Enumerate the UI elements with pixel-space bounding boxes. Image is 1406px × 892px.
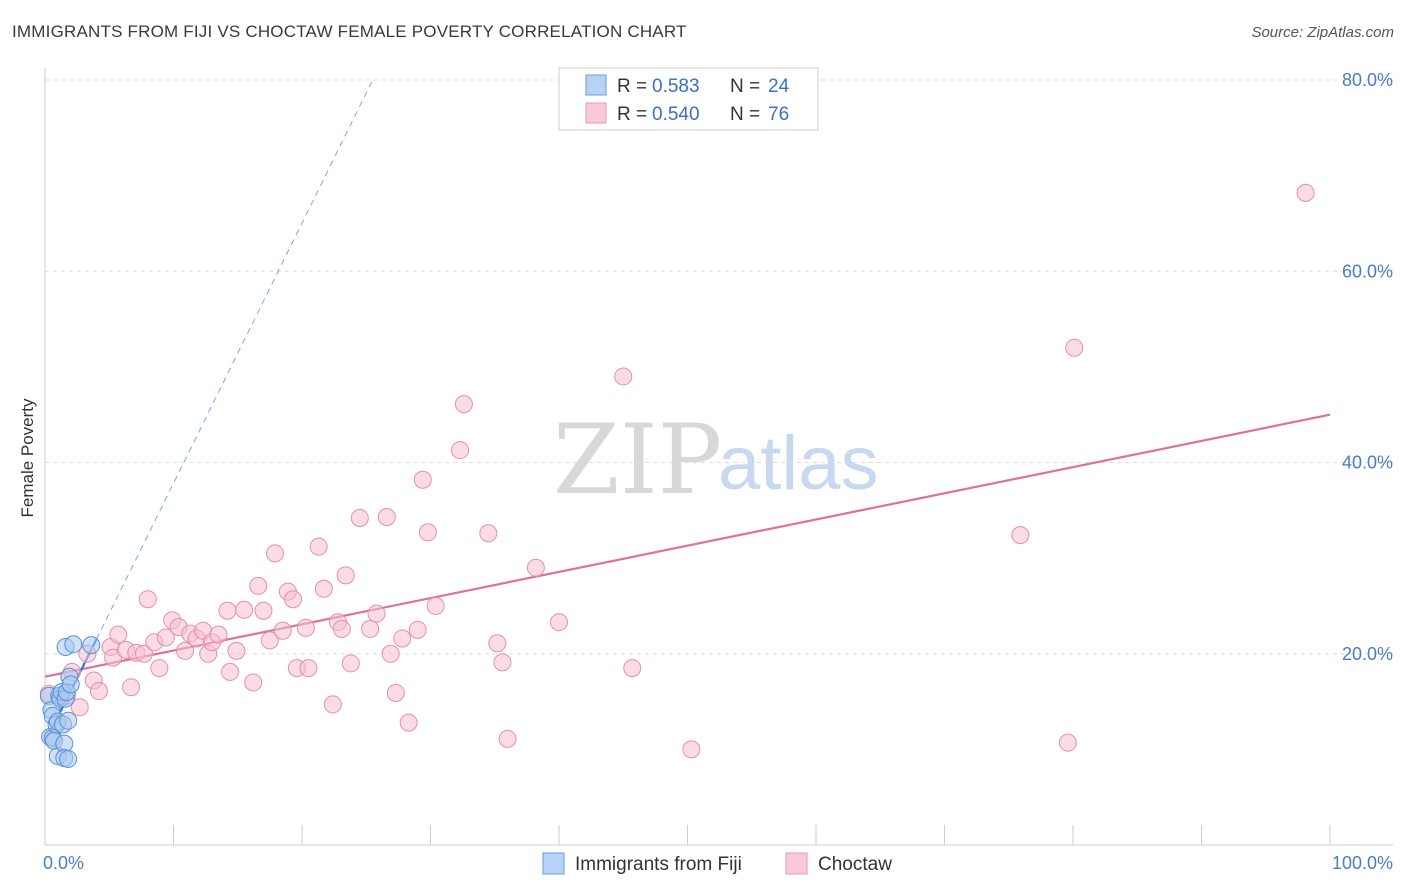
choctaw-point [550, 613, 568, 632]
choctaw-point [498, 729, 517, 748]
bottom-legend-label-choctaw: Choctaw [818, 854, 892, 875]
source-label: Source: ZipAtlas.com [1251, 24, 1394, 41]
choctaw-point [479, 524, 498, 543]
x-tick-label: 100.0% [1332, 853, 1393, 873]
choctaw-point [454, 395, 473, 414]
choctaw-point [122, 678, 141, 697]
choctaw-point [488, 634, 507, 653]
choctaw-point [323, 695, 342, 714]
legend-n-value-fiji: 24 [768, 76, 790, 97]
choctaw-point [614, 367, 633, 386]
fiji-point [59, 711, 78, 730]
y-axis-label: Female Poverty [18, 398, 37, 518]
choctaw-point [623, 659, 642, 678]
choctaw-point [70, 698, 89, 717]
choctaw-point [682, 740, 701, 759]
choctaw-point [367, 604, 386, 623]
y-tick-label: 80.0% [1342, 70, 1393, 90]
watermark-zip: ZIP [553, 404, 722, 516]
choctaw-point [408, 620, 427, 639]
choctaw-point [254, 601, 273, 620]
choctaw-point [309, 537, 328, 556]
fiji-trendline-extension [95, 79, 374, 640]
choctaw-point [299, 659, 318, 678]
choctaw-point [386, 683, 405, 702]
legend-r-value-choctaw: 0.540 [652, 104, 700, 125]
choctaw-point [156, 628, 175, 647]
legend-n-label-fiji: N = [730, 76, 760, 97]
fiji-point [61, 675, 80, 694]
legend: R = 0.583 N = 24 R = 0.540 N = 76 [558, 67, 819, 131]
tick-labels: 20.0% 40.0% 60.0% 80.0% 0.0% 100.0% [43, 70, 1393, 873]
choctaw-point [1058, 733, 1077, 752]
choctaw-point [209, 625, 228, 644]
choctaw-point [150, 659, 169, 678]
choctaw-point [336, 566, 355, 585]
choctaw-point [266, 544, 285, 563]
bottom-legend-swatch-choctaw [785, 852, 808, 875]
legend-r-value-fiji: 0.583 [652, 76, 700, 97]
choctaw-point [413, 470, 432, 489]
x-tick-label: 0.0% [43, 853, 84, 873]
fiji-point [59, 749, 78, 768]
choctaw-point [332, 619, 351, 638]
choctaw-point [418, 523, 437, 542]
choctaw-point [361, 619, 380, 638]
choctaw-point [393, 629, 412, 648]
choctaw-point [134, 644, 153, 663]
legend-n-value-choctaw: 76 [768, 104, 789, 125]
legend-r-label-choctaw: R = [617, 104, 647, 125]
legend-r-label-fiji: R = [617, 76, 647, 97]
choctaw-point [1011, 526, 1030, 545]
choctaw-points [39, 183, 1315, 759]
y-tick-label: 20.0% [1342, 644, 1393, 664]
legend-swatch-choctaw [585, 102, 607, 124]
choctaw-point [426, 596, 445, 615]
choctaw-point [284, 590, 303, 609]
bottom-legend: Immigrants from Fiji Choctaw [542, 852, 892, 875]
y-tick-label: 40.0% [1342, 453, 1393, 473]
choctaw-point [227, 641, 246, 660]
choctaw-point [381, 644, 400, 663]
choctaw-point [1296, 183, 1315, 202]
bottom-legend-label-fiji: Immigrants from Fiji [575, 854, 742, 875]
choctaw-point [493, 653, 512, 672]
fiji-point [64, 635, 83, 654]
choctaw-point [244, 673, 263, 692]
choctaw-point [138, 590, 157, 609]
y-tick-label: 60.0% [1342, 261, 1393, 281]
choctaw-point [249, 576, 268, 595]
choctaw-point [451, 441, 470, 460]
choctaw-point [1065, 338, 1084, 357]
chart-title: IMMIGRANTS FROM FIJI VS CHOCTAW FEMALE P… [12, 22, 687, 41]
choctaw-point [377, 508, 396, 527]
bottom-legend-swatch-fiji [542, 852, 565, 875]
choctaw-point [218, 601, 237, 620]
choctaw-point [399, 713, 418, 732]
choctaw-point [176, 641, 195, 660]
choctaw-point [350, 508, 369, 527]
watermark-atlas: atlas [718, 421, 879, 506]
legend-n-label-choctaw: N = [730, 104, 760, 125]
fiji-points [39, 635, 101, 768]
choctaw-point [109, 625, 128, 644]
legend-swatch-fiji [585, 74, 607, 96]
axes [44, 68, 1393, 846]
choctaw-point [89, 682, 108, 701]
choctaw-trendline [44, 413, 1331, 678]
choctaw-point [526, 558, 545, 577]
choctaw-point [314, 579, 333, 598]
choctaw-point [235, 600, 254, 619]
choctaw-point [273, 621, 292, 640]
fiji-point [82, 636, 101, 655]
choctaw-point [260, 631, 279, 650]
choctaw-point [296, 618, 315, 637]
grid-lines [45, 79, 1393, 655]
choctaw-point [221, 662, 240, 681]
choctaw-point [341, 654, 360, 673]
